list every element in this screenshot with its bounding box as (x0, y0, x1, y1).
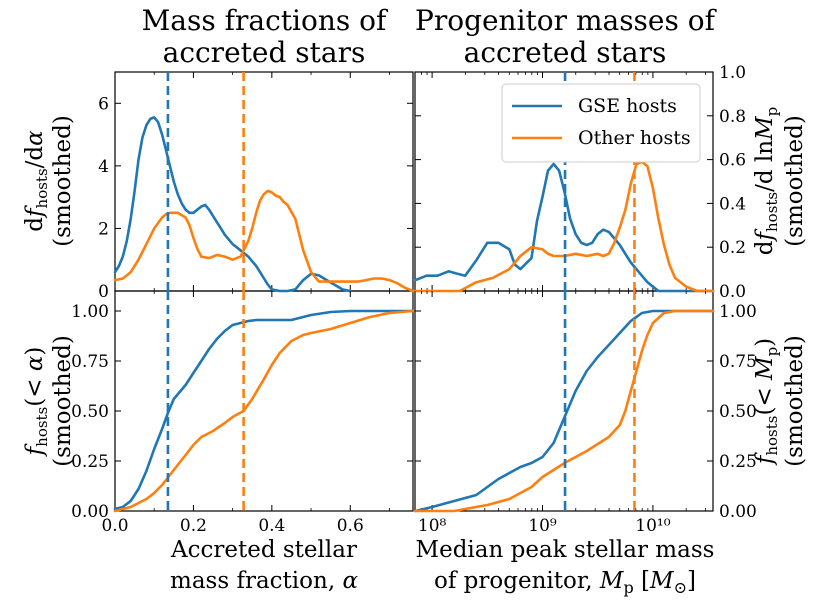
panel-top-right-series-other (414, 160, 715, 293)
xlabel-left-line2: mass fraction, α (170, 568, 358, 594)
ylabel-top-left-line2: (smoothed) (50, 115, 76, 247)
svg-text:fhosts(< α): fhosts(< α) (22, 347, 51, 458)
panel-top-left-ytick-label: 0 (98, 282, 109, 302)
panel-top-right-ytick-label: 0.2 (719, 238, 746, 258)
panel-bottom-left-ytick-label: 0.00 (71, 502, 109, 522)
panel-bottom-left-frame (114, 290, 414, 512)
xlabel-right-line1: Median peak stellar mass (416, 537, 715, 563)
title-right-line1: Progenitor masses of (415, 4, 718, 37)
legend-label-other: Other hosts (578, 127, 691, 149)
title-right-line2: accreted stars (464, 36, 667, 69)
legend-label-gse: GSE hosts (578, 95, 677, 117)
ylabel-bottom-left: fhosts(< α) (smoothed) (22, 335, 76, 467)
ylabel-top-right: dfhosts/d lnMp (smoothed) (752, 107, 808, 256)
panel-top-right-ytick-label: 0.0 (719, 282, 746, 302)
panel-bottom-right-ytick-label: 1.00 (719, 302, 757, 322)
panel-top-left-ytick-label: 4 (98, 157, 109, 177)
panel-top-left-ytick-label: 2 (98, 219, 109, 239)
panel-bottom-right-ytick-label: 0.50 (719, 402, 757, 422)
panel-bottom-left-xtick-label: 0.0 (101, 516, 128, 536)
panel-bottom-right-xtick-label: 10⁹ (528, 516, 557, 536)
panel-bottom-right-xtick-label: 10⁸ (418, 516, 447, 536)
svg-text:fhosts(< Mp): fhosts(< Mp) (752, 338, 781, 466)
panel-top-right-ytick-label: 0.8 (719, 107, 746, 127)
panel-bottom-right-series-other (414, 309, 715, 513)
legend: GSE hosts Other hosts (501, 83, 701, 163)
xlabel-right-line2: of progenitor, Mp [M⊙] (434, 568, 696, 597)
ylabel-bottom-right: fhosts(< Mp) (smoothed) (752, 335, 808, 467)
title-left-line2: accreted stars (163, 36, 366, 69)
panel-bottom-left-ytick-label: 0.75 (71, 352, 109, 372)
panel-bottom-left-ytick-label: 1.00 (71, 302, 109, 322)
panel-bottom-right-xtick-label: 10¹⁰ (635, 516, 670, 536)
panel-bottom-left-xtick-label: 0.4 (258, 516, 285, 536)
panel-bottom-left-ytick-label: 0.50 (71, 402, 109, 422)
ylabel-bottom-left-line2: (smoothed) (50, 335, 76, 467)
panel-top-right-ytick-label: 0.6 (719, 151, 746, 171)
panel-bottom-left-xtick-label: 0.6 (337, 516, 364, 536)
panel-top-left-ytick-label: 6 (98, 94, 109, 114)
xlabel-left-line1: Accreted stellar (170, 537, 357, 563)
panel-bottom-right-ytick-label: 0.75 (719, 352, 757, 372)
ylabel-bottom-right-line2: (smoothed) (782, 335, 808, 467)
panel-bottom-right-ytick-label: 0.25 (719, 452, 757, 472)
panel-top-right-series-gse (414, 162, 715, 293)
ylabel-top-right-line2: (smoothed) (782, 115, 808, 247)
panel-top-right-ytick-label: 0.4 (719, 194, 746, 214)
panel-bottom-left-ytick-label: 0.25 (71, 452, 109, 472)
svg-text:dfhosts/d lnMp: dfhosts/d lnMp (752, 107, 781, 256)
svg-text:dfhosts/dα: dfhosts/dα (22, 130, 51, 232)
panel-bottom-left-xtick-label: 0.2 (180, 516, 207, 536)
title-left-line1: Mass fractions of (142, 4, 389, 37)
panel-bottom-right-ytick-label: 0.00 (719, 502, 757, 522)
panel-bottom-left-series-other (113, 309, 415, 513)
panel-bottom-right-series-gse (414, 309, 715, 513)
legend-box (501, 83, 701, 163)
panel-top-right-ytick-label: 1.0 (719, 63, 746, 83)
panel-top-left-series-other (113, 189, 415, 293)
panel-bottom-left-series-gse (113, 309, 415, 511)
panel-top-left-series-gse (113, 116, 352, 293)
panel-top-left-frame (114, 71, 414, 292)
ylabel-top-left: dfhosts/dα (smoothed) (22, 115, 76, 247)
